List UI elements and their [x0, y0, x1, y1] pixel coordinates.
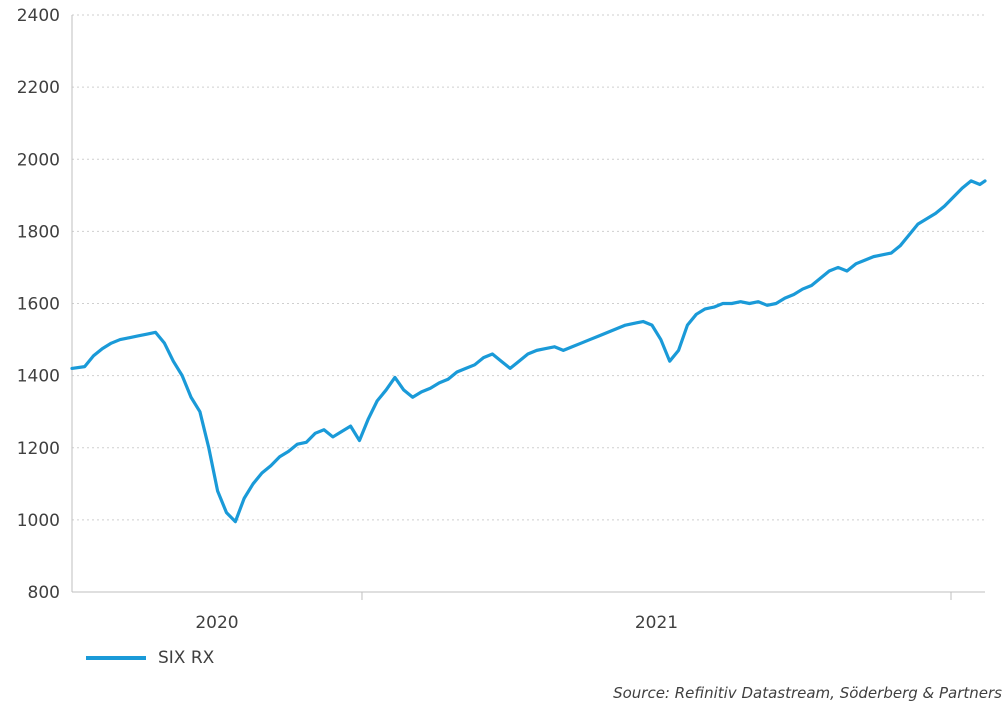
- y-tick-label: 1200: [17, 439, 60, 459]
- y-tick-label: 2200: [17, 78, 60, 98]
- x-tick-label: 2021: [635, 613, 678, 633]
- y-tick-label: 1000: [17, 511, 60, 531]
- x-tick-label: 2020: [195, 613, 238, 633]
- legend-line-icon: [86, 656, 146, 660]
- y-tick-label: 1600: [17, 295, 60, 315]
- y-tick-label: 1800: [17, 222, 60, 242]
- y-tick-label: 2000: [17, 150, 60, 170]
- series-line-six-rx: [70, 179, 987, 524]
- y-tick-label: 800: [28, 583, 60, 603]
- gridlines: [72, 14, 985, 521]
- series-layer: [70, 179, 987, 524]
- y-tick-label: 1400: [17, 367, 60, 387]
- legend-label: SIX RX: [158, 648, 215, 668]
- y-axis-ticks: 800 1000 1200 1400 1600 1800 2000 2200 2400: [17, 6, 60, 603]
- legend: SIX RX: [86, 648, 214, 668]
- source-note: Source: Refinitiv Datastream, Söderberg …: [613, 684, 1002, 702]
- y-tick-label: 2400: [17, 6, 60, 26]
- axes: [71, 15, 985, 600]
- x-axis-ticks: 2020 2021: [195, 613, 678, 633]
